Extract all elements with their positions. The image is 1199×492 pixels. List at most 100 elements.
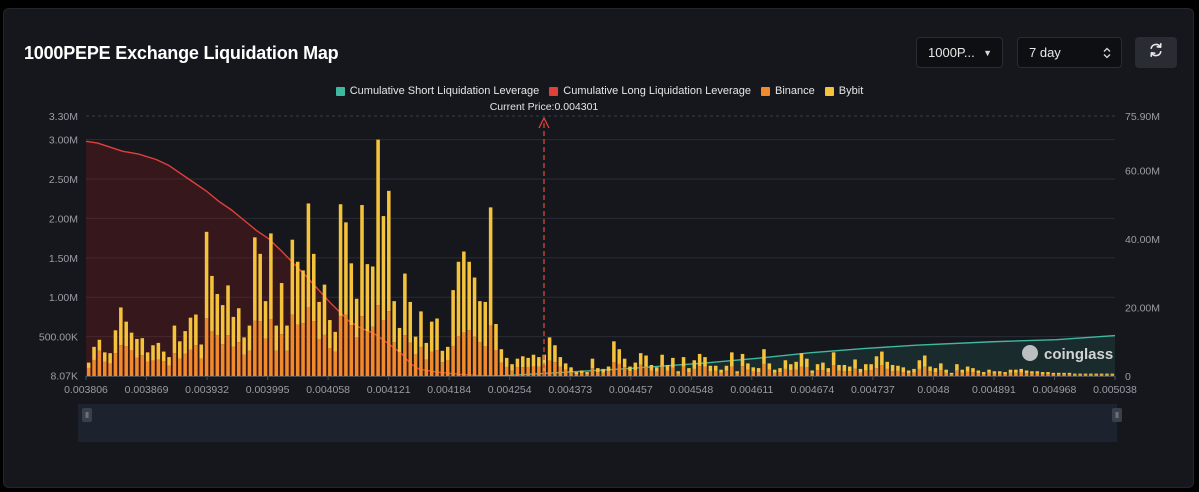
- bar-bybit: [628, 366, 632, 372]
- bar-binance: [119, 345, 123, 376]
- bar-binance: [735, 373, 739, 376]
- y-left-tick-label: 1.50M: [49, 253, 78, 265]
- legend-swatch-short: [335, 86, 345, 96]
- x-tick-label: 0.004373: [548, 384, 592, 396]
- bar-binance: [649, 370, 654, 376]
- bar-binance: [290, 314, 295, 376]
- bar-binance: [413, 354, 418, 376]
- symbol-select[interactable]: 1000P... ▼: [916, 37, 1003, 68]
- bar-bybit: [467, 261, 471, 331]
- bar-binance: [644, 366, 648, 376]
- bar-bybit: [965, 366, 970, 372]
- bar-bybit: [569, 367, 573, 373]
- bar-binance: [826, 372, 831, 376]
- y-right-tick-label: 75.90M: [1125, 111, 1160, 123]
- bar-binance: [864, 370, 868, 376]
- bar-bybit: [504, 357, 509, 367]
- bar-bybit: [312, 253, 316, 322]
- bar-binance: [253, 320, 257, 376]
- bar-binance: [1056, 374, 1061, 376]
- bar-binance: [435, 350, 439, 376]
- bar-binance: [547, 360, 552, 376]
- legend-binance[interactable]: Binance: [761, 85, 815, 97]
- bar-bybit: [306, 203, 311, 307]
- bar-binance: [596, 372, 600, 376]
- bar-bybit: [494, 324, 498, 350]
- y-left-tick-label: 2.00M: [49, 213, 78, 225]
- bar-bybit: [703, 357, 707, 367]
- bar-bybit: [462, 251, 466, 333]
- bar-bybit: [236, 308, 241, 343]
- zoom-slider-track[interactable]: [78, 404, 1117, 442]
- bar-binance: [451, 345, 455, 376]
- bar-binance: [912, 372, 916, 376]
- bar-binance: [612, 362, 616, 376]
- range-select[interactable]: 7 day: [1017, 37, 1122, 68]
- bar-bybit: [906, 370, 911, 374]
- bar-bybit: [515, 358, 520, 368]
- watermark-text: coinglass: [1044, 346, 1113, 363]
- bar-binance: [392, 342, 396, 376]
- bar-bybit: [510, 364, 514, 371]
- refresh-icon: [1148, 42, 1164, 63]
- bar-bybit: [922, 355, 927, 367]
- y-right-tick-label: 40.00M: [1125, 234, 1160, 246]
- bar-binance: [542, 365, 546, 376]
- bar-bybit: [387, 190, 391, 312]
- bar-binance: [360, 316, 364, 376]
- bar-bybit: [542, 354, 546, 366]
- bar-bybit: [317, 301, 321, 339]
- bar-bybit: [1046, 372, 1050, 375]
- bar-bybit: [349, 263, 354, 326]
- bar-binance: [478, 342, 482, 376]
- bar-binance: [483, 346, 488, 376]
- bar-binance: [998, 373, 1002, 376]
- legend-long[interactable]: Cumulative Long Liquidation Leverage: [549, 85, 751, 97]
- bar-bybit: [215, 294, 220, 336]
- bar-bybit: [644, 355, 648, 367]
- legend-bybit[interactable]: Bybit: [824, 85, 863, 97]
- bar-bybit: [478, 301, 482, 343]
- bar-bybit: [108, 353, 112, 364]
- bar-binance: [767, 369, 772, 376]
- bar-binance: [312, 321, 316, 376]
- bar-bybit: [998, 371, 1002, 374]
- bar-binance: [740, 366, 745, 376]
- bar-bybit: [649, 364, 654, 371]
- bar-bybit: [145, 352, 150, 362]
- zoom-slider-left-handle[interactable]: ll: [82, 408, 92, 422]
- bar-binance: [1067, 374, 1072, 376]
- bar-bybit: [397, 327, 402, 352]
- x-tick-label: 0.003932: [185, 384, 229, 396]
- bar-binance: [837, 370, 841, 376]
- bar-binance: [606, 371, 611, 376]
- bar-bybit: [365, 264, 370, 332]
- bar-bybit: [156, 342, 161, 360]
- bar-binance: [885, 368, 889, 376]
- bar-bybit: [435, 318, 439, 351]
- bar-binance: [751, 371, 756, 376]
- bar-bybit: [1083, 373, 1088, 375]
- bar-bybit: [740, 353, 745, 367]
- bar-bybit: [1099, 373, 1104, 375]
- bar-bybit: [665, 364, 670, 371]
- bar-binance: [799, 366, 804, 376]
- zoom-slider-right-handle[interactable]: ll: [1112, 408, 1122, 422]
- bar-bybit: [210, 275, 214, 331]
- refresh-button[interactable]: [1135, 37, 1177, 68]
- bar-bybit: [199, 344, 203, 359]
- bar-bybit: [547, 337, 552, 361]
- bar-bybit: [810, 370, 814, 374]
- bar-binance: [939, 370, 943, 376]
- bar-binance: [949, 374, 954, 376]
- bar-bybit: [381, 216, 386, 321]
- bar-bybit: [1073, 373, 1077, 375]
- bar-bybit: [194, 314, 198, 346]
- bar-bybit: [890, 364, 895, 372]
- bar-bybit: [885, 361, 889, 369]
- legend-short[interactable]: Cumulative Short Liquidation Leverage: [335, 85, 539, 97]
- bar-bybit: [912, 368, 916, 373]
- bar-bybit: [295, 261, 300, 325]
- bar-bybit: [928, 366, 932, 372]
- bar-bybit: [392, 301, 396, 343]
